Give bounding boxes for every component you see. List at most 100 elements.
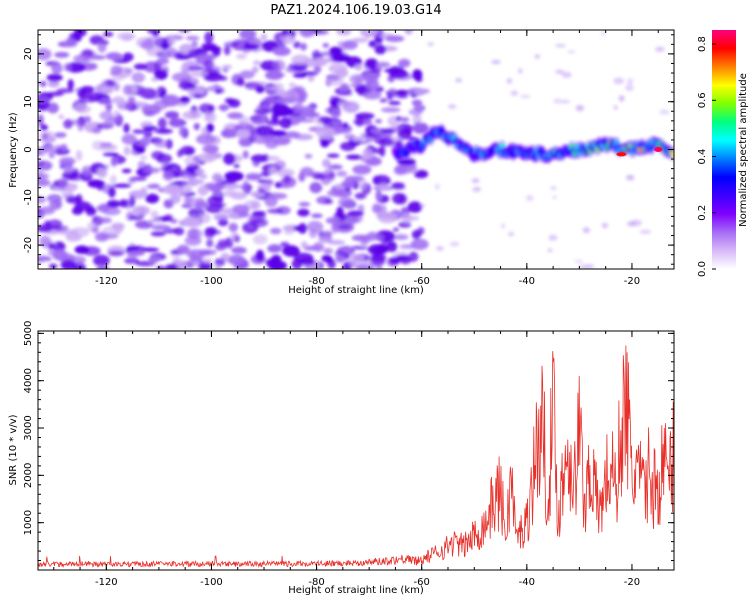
noise-blob	[353, 118, 373, 126]
noise-blob	[212, 173, 223, 183]
noise-blob	[166, 47, 178, 58]
figure-title: PAZ1.2024.106.19.03.G14	[270, 3, 441, 18]
noise-blob	[173, 227, 185, 236]
noise-blob	[119, 199, 129, 208]
noise-blob	[455, 78, 462, 83]
noise-blob	[101, 85, 114, 94]
noise-blob	[180, 145, 196, 156]
noise-blob	[223, 45, 231, 56]
noise-blob	[555, 69, 565, 74]
noise-blob	[168, 118, 187, 128]
noise-blob	[53, 147, 70, 156]
noise-blob	[293, 133, 314, 141]
noise-blob	[391, 182, 405, 190]
x-tick-label: -120	[95, 577, 118, 588]
noise-blob	[38, 160, 53, 171]
noise-blob	[508, 231, 515, 237]
noise-blob	[63, 119, 73, 129]
noise-blob	[225, 237, 234, 249]
noise-blob	[238, 137, 251, 147]
noise-blob	[128, 214, 143, 221]
noise-blob	[300, 257, 315, 266]
noise-blob	[97, 217, 112, 224]
noise-blob	[312, 242, 324, 252]
y-tick-label: 2000	[23, 463, 34, 488]
y-tick-label: 3000	[23, 415, 34, 440]
noise-blob	[46, 73, 63, 82]
noise-blob	[306, 220, 324, 233]
noise-blob	[329, 46, 342, 55]
noise-blob	[283, 174, 291, 184]
noise-blob	[150, 231, 166, 237]
noise-blob	[105, 52, 123, 61]
noise-blob	[315, 126, 336, 138]
y-tick-label: 20	[23, 48, 34, 61]
noise-blob	[283, 230, 294, 235]
colorbar-tick-label: 0.4	[697, 149, 708, 165]
noise-blob	[204, 31, 214, 44]
noise-blob	[184, 195, 192, 205]
noise-blob	[154, 69, 168, 80]
noise-blob	[322, 158, 331, 168]
noise-blob	[111, 222, 125, 230]
noise-blob	[189, 71, 208, 77]
spectrogram-y-label: Frequency (Hz)	[8, 112, 19, 188]
noise-blob	[266, 119, 282, 126]
noise-blob	[184, 155, 198, 167]
noise-blob	[350, 140, 369, 145]
noise-blob	[141, 104, 162, 115]
noise-blob	[342, 101, 360, 113]
noise-blob	[40, 124, 48, 131]
noise-blob	[170, 166, 179, 172]
noise-blob	[90, 55, 106, 60]
noise-blob	[331, 53, 351, 63]
noise-blob	[121, 168, 132, 174]
noise-blob	[336, 170, 348, 177]
noise-blob	[351, 234, 370, 242]
noise-blob	[436, 246, 444, 251]
noise-blob	[365, 79, 380, 91]
noise-blob	[625, 84, 634, 92]
noise-blob	[405, 128, 413, 136]
noise-blob	[380, 107, 401, 113]
noise-blob	[156, 128, 174, 134]
noise-blob	[298, 202, 311, 207]
noise-blob	[239, 70, 255, 79]
noise-blob	[80, 85, 95, 94]
noise-blob	[309, 182, 323, 194]
noise-blob	[151, 224, 171, 231]
noise-blob	[178, 170, 186, 177]
noise-blob	[154, 139, 169, 148]
y-tick-label: 4000	[23, 368, 34, 393]
noise-blob	[355, 263, 375, 269]
noise-blob	[282, 245, 300, 257]
noise-blob	[142, 125, 158, 131]
noise-blob	[354, 64, 363, 71]
noise-blob	[323, 247, 333, 255]
noise-blob	[156, 86, 165, 91]
noise-blob	[223, 190, 237, 197]
noise-blob	[139, 155, 148, 161]
noise-blob	[185, 35, 200, 41]
noise-blob	[627, 221, 637, 227]
noise-blob	[288, 82, 297, 88]
noise-blob	[48, 263, 58, 269]
y-tick-label: 5000	[23, 321, 34, 346]
noise-blob	[300, 241, 308, 249]
noise-blob	[208, 184, 221, 192]
noise-blob	[412, 69, 423, 81]
noise-blob	[143, 61, 161, 73]
noise-blob	[164, 265, 179, 269]
noise-blob	[242, 179, 249, 191]
noise-blob	[398, 221, 412, 228]
noise-blob	[349, 74, 366, 84]
noise-blob	[292, 103, 305, 114]
noise-blob	[140, 40, 155, 50]
noise-blob	[324, 255, 333, 264]
noise-blob	[124, 67, 134, 74]
noise-blob	[311, 213, 323, 219]
noise-blob	[366, 231, 379, 241]
noise-blob	[567, 50, 576, 54]
